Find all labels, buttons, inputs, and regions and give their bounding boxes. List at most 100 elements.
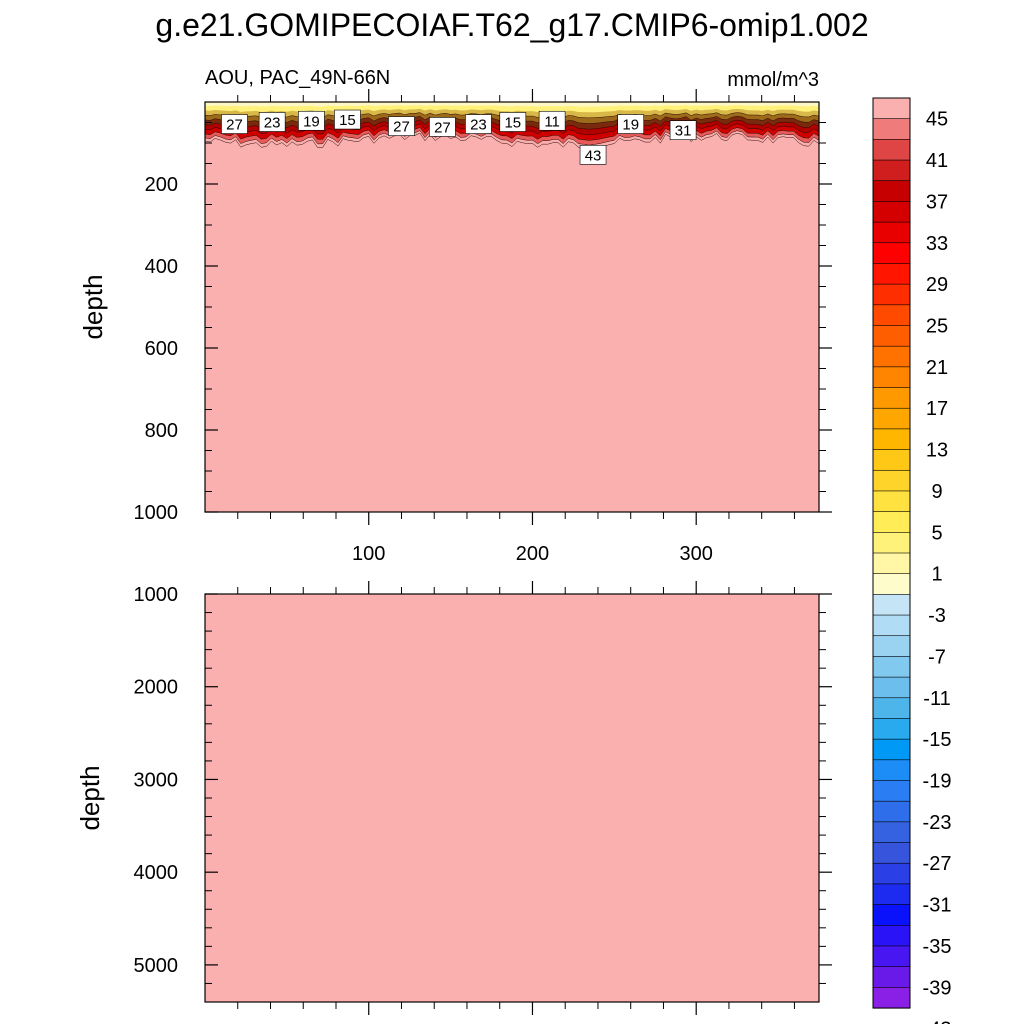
svg-text:15: 15 <box>504 115 521 132</box>
x-tick-label: 300 <box>680 543 713 565</box>
contour-label: 11 <box>538 110 566 131</box>
contour-label: 15 <box>334 109 361 130</box>
x-tick-label: 100 <box>352 543 385 565</box>
contour-label: 19 <box>298 110 325 131</box>
colorbar-box <box>872 387 911 409</box>
colorbar-box <box>872 511 911 533</box>
y-tick-label: 800 <box>145 420 178 442</box>
colorbar-label: 37 <box>926 191 948 213</box>
colorbar-box <box>872 345 911 368</box>
colorbar-box <box>872 594 911 616</box>
colorbar-box <box>872 407 911 430</box>
colorbar-box <box>872 656 911 678</box>
colorbar-label: 1 <box>931 564 942 586</box>
contour-label: 27 <box>429 117 456 137</box>
lower-y-axis-label: depth <box>75 765 105 830</box>
colorbar-box <box>872 283 911 306</box>
colorbar-box <box>872 201 911 223</box>
colorbar-label: -35 <box>923 936 952 958</box>
colorbar-frame <box>872 97 911 1009</box>
contour-label: 27 <box>388 116 415 136</box>
colorbar-box <box>872 97 911 120</box>
colorbar-box <box>872 552 911 575</box>
colorbar-box <box>872 449 911 471</box>
colorbar-label: -31 <box>923 895 952 917</box>
colorbar-label: 29 <box>926 274 948 296</box>
y-tick-label: 4000 <box>134 862 179 884</box>
svg-text:27: 27 <box>434 119 451 136</box>
colorbar-label: 13 <box>926 440 948 462</box>
lower-panel: 1000 2000 3000 4000 5000 depth <box>75 581 832 1015</box>
contour-label: 19 <box>617 114 645 134</box>
colorbar-label: -15 <box>923 729 952 751</box>
colorbar-box <box>872 139 911 161</box>
colorbar-label: -43 <box>923 1019 952 1024</box>
colorbar-box <box>872 945 911 968</box>
colorbar-box <box>872 532 911 554</box>
colorbar-label: 33 <box>926 233 948 255</box>
colorbar-label: -39 <box>923 977 952 999</box>
svg-text:15: 15 <box>339 112 356 129</box>
band-layer <box>205 102 819 107</box>
colorbar-box <box>872 780 911 802</box>
colorbar-label: 21 <box>926 357 948 379</box>
colorbar-box <box>872 242 911 265</box>
colorbar-label: -11 <box>923 688 950 710</box>
colorbar-box <box>872 821 911 844</box>
upper-y-axis-label: depth <box>78 274 108 339</box>
y-tick-label: 600 <box>145 338 178 360</box>
colorbar-box <box>872 614 911 637</box>
contour-label: 27 <box>221 114 248 134</box>
colorbar-label: -27 <box>923 853 952 875</box>
colorbar-box <box>872 842 911 864</box>
colorbar-box <box>872 924 911 947</box>
y-tick-label: 2000 <box>134 677 179 699</box>
colorbar-box <box>872 862 911 885</box>
colorbar-label: 9 <box>931 481 942 503</box>
svg-text:31: 31 <box>675 123 692 140</box>
svg-text:27: 27 <box>226 117 243 134</box>
colorbar-label: -7 <box>928 646 946 668</box>
contour-label: 23 <box>465 114 492 134</box>
colorbar-box <box>872 304 911 327</box>
y-tick-label: 400 <box>145 256 178 278</box>
chart-units-label: mmol/m^3 <box>727 69 819 91</box>
colorbar-box <box>872 118 911 140</box>
colorbar-box <box>872 759 911 782</box>
y-tick-label: 1000 <box>134 502 179 524</box>
colorbar-box <box>872 428 911 451</box>
upper-plot-fill <box>205 102 819 512</box>
lower-axis-ticks: 1000 2000 3000 4000 5000 <box>134 581 832 1015</box>
colorbar-box <box>872 469 911 492</box>
colorbar-label: -3 <box>928 605 946 627</box>
colorbar-label: -19 <box>923 771 952 793</box>
contour-label: 43 <box>579 145 607 165</box>
colorbar: 45 41 37 33 29 25 21 17 13 9 5 1 -3 -7 -11 -15 -19 -23 -27… <box>872 97 952 1024</box>
colorbar-box <box>872 490 911 513</box>
colorbar-box <box>872 366 911 389</box>
colorbar-box <box>872 966 911 988</box>
colorbar-label: 45 <box>926 109 948 131</box>
colorbar-box <box>872 800 911 823</box>
colorbar-box <box>872 718 911 740</box>
colorbar-label: 17 <box>926 398 948 420</box>
y-tick-label: 1000 <box>134 584 179 606</box>
colorbar-box <box>872 263 911 285</box>
colorbar-box <box>872 573 911 595</box>
colorbar-box <box>872 221 911 244</box>
colorbar-box <box>872 697 911 720</box>
upper-panel: 27 23 19 15 27 27 23 15 11 19 31 43 200 400 600 800 100… <box>78 89 832 565</box>
contour-label: 15 <box>499 112 527 132</box>
y-tick-label: 3000 <box>134 769 179 791</box>
svg-text:19: 19 <box>303 113 320 130</box>
svg-text:43: 43 <box>585 147 602 164</box>
colorbar-box <box>872 180 911 203</box>
colorbar-box <box>872 883 911 906</box>
colorbar-box <box>872 904 911 926</box>
colorbar-label: -23 <box>923 812 952 834</box>
colorbar-label: 41 <box>926 150 948 172</box>
chart-subtitle-left: AOU, PAC_49N-66N <box>205 67 390 89</box>
svg-text:27: 27 <box>393 119 410 136</box>
svg-text:19: 19 <box>622 117 639 134</box>
x-tick-label: 200 <box>516 543 549 565</box>
